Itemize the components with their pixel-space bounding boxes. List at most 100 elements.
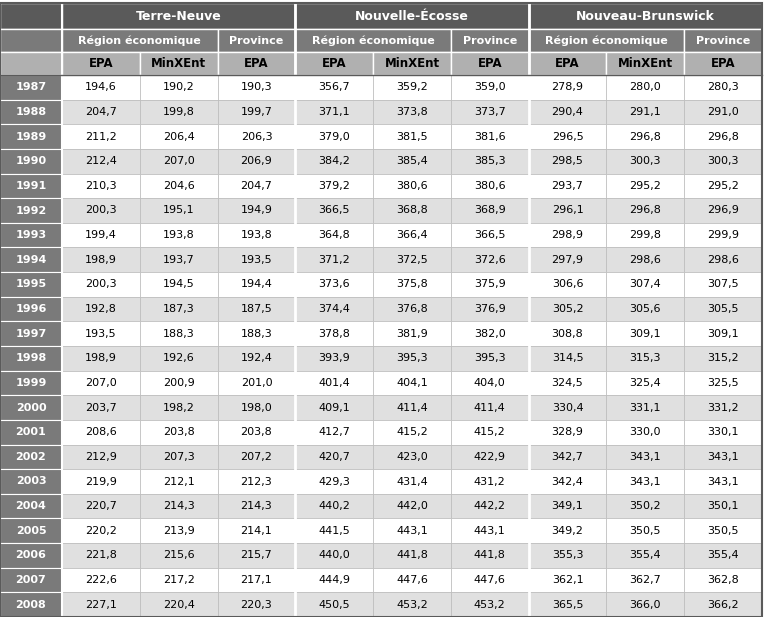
Text: 366,5: 366,5	[318, 205, 350, 215]
Text: 325,5: 325,5	[708, 378, 739, 388]
Bar	[451, 444, 529, 469]
Bar	[684, 149, 762, 173]
Bar	[62, 247, 140, 272]
Text: 368,9: 368,9	[474, 205, 506, 215]
Bar	[140, 494, 217, 518]
Text: 328,9: 328,9	[552, 427, 584, 437]
Text: 220,2: 220,2	[85, 526, 117, 536]
Text: 343,1: 343,1	[630, 452, 661, 462]
Text: 373,6: 373,6	[318, 280, 350, 289]
Bar	[684, 494, 762, 518]
Bar	[684, 124, 762, 149]
Bar	[0, 52, 62, 75]
Text: 207,0: 207,0	[85, 378, 117, 388]
Bar	[295, 346, 373, 371]
Text: 350,5: 350,5	[708, 526, 739, 536]
Bar	[529, 444, 607, 469]
Bar	[373, 149, 451, 173]
Text: 2003: 2003	[16, 476, 47, 486]
Text: 1998: 1998	[15, 354, 47, 363]
Text: 364,8: 364,8	[318, 230, 350, 240]
Bar	[0, 321, 62, 346]
Bar	[529, 592, 607, 617]
Bar	[140, 247, 217, 272]
Text: 365,5: 365,5	[552, 600, 583, 610]
Text: EPA: EPA	[711, 57, 735, 70]
Text: 331,1: 331,1	[630, 402, 661, 413]
Bar	[373, 124, 451, 149]
Bar	[607, 444, 684, 469]
Text: 203,8: 203,8	[240, 427, 272, 437]
Bar	[295, 173, 373, 198]
Bar	[529, 272, 607, 297]
Bar	[373, 223, 451, 247]
Bar	[529, 75, 607, 99]
Text: 296,9: 296,9	[707, 205, 739, 215]
Bar	[607, 173, 684, 198]
Bar	[684, 198, 762, 223]
Text: 315,2: 315,2	[708, 354, 739, 363]
Text: 315,3: 315,3	[630, 354, 661, 363]
Bar	[0, 29, 62, 52]
Bar	[217, 568, 295, 592]
Bar	[451, 223, 529, 247]
Text: 211,2: 211,2	[85, 131, 117, 141]
Text: 447,6: 447,6	[396, 575, 428, 585]
Text: 343,1: 343,1	[708, 476, 739, 486]
Bar	[529, 173, 607, 198]
Bar	[607, 149, 684, 173]
Text: 1994: 1994	[15, 255, 47, 265]
Text: 1999: 1999	[15, 378, 47, 388]
Bar	[373, 297, 451, 321]
Bar	[529, 52, 607, 75]
Bar	[140, 124, 217, 149]
Text: 444,9: 444,9	[318, 575, 350, 585]
Bar	[373, 173, 451, 198]
Bar	[140, 75, 217, 99]
Text: 2001: 2001	[15, 427, 47, 437]
Bar	[217, 272, 295, 297]
Bar	[529, 395, 607, 420]
Bar	[529, 568, 607, 592]
Bar	[140, 395, 217, 420]
Text: 305,2: 305,2	[552, 304, 584, 314]
Text: 188,3: 188,3	[240, 329, 272, 339]
Text: 371,2: 371,2	[318, 255, 350, 265]
Bar	[295, 198, 373, 223]
Text: 2005: 2005	[16, 526, 47, 536]
Bar	[295, 247, 373, 272]
Bar	[217, 297, 295, 321]
Text: 412,7: 412,7	[318, 427, 350, 437]
Text: Nouvelle-Écosse: Nouvelle-Écosse	[355, 9, 469, 22]
Text: 192,4: 192,4	[240, 354, 272, 363]
Text: Province: Province	[463, 36, 517, 46]
Bar	[451, 52, 529, 75]
Bar	[684, 52, 762, 75]
Bar	[529, 149, 607, 173]
Text: 366,2: 366,2	[708, 600, 739, 610]
Bar	[62, 124, 140, 149]
Text: 204,7: 204,7	[240, 181, 272, 191]
Bar	[529, 247, 607, 272]
Text: 1995: 1995	[15, 280, 47, 289]
Text: 381,9: 381,9	[396, 329, 428, 339]
Text: 200,9: 200,9	[163, 378, 194, 388]
Bar	[0, 124, 62, 149]
Bar	[62, 198, 140, 223]
Text: 442,2: 442,2	[474, 501, 506, 511]
Bar	[295, 592, 373, 617]
Text: 381,5: 381,5	[396, 131, 428, 141]
Text: 193,8: 193,8	[163, 230, 194, 240]
Bar	[607, 198, 684, 223]
Text: EPA: EPA	[89, 57, 113, 70]
Bar	[529, 494, 607, 518]
Text: 440,0: 440,0	[318, 550, 350, 560]
Text: EPA: EPA	[322, 57, 347, 70]
Bar	[684, 297, 762, 321]
Text: EPA: EPA	[477, 57, 502, 70]
Bar	[217, 173, 295, 198]
Bar	[140, 52, 217, 75]
Text: 374,4: 374,4	[318, 304, 350, 314]
Bar	[529, 321, 607, 346]
Text: 453,2: 453,2	[474, 600, 506, 610]
